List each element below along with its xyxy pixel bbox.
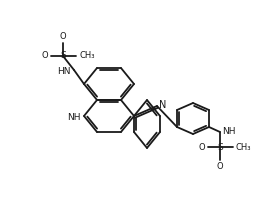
Text: CH₃: CH₃ [236,142,252,151]
Text: O: O [60,32,66,41]
Text: NH: NH [67,112,81,121]
Text: S: S [217,142,223,151]
Text: O: O [217,162,223,171]
Text: CH₃: CH₃ [79,52,94,60]
Text: NH: NH [222,128,235,137]
Text: O: O [41,52,48,60]
Text: N: N [159,100,166,110]
Text: S: S [60,52,66,60]
Text: HN: HN [58,66,71,75]
Text: O: O [198,142,205,151]
